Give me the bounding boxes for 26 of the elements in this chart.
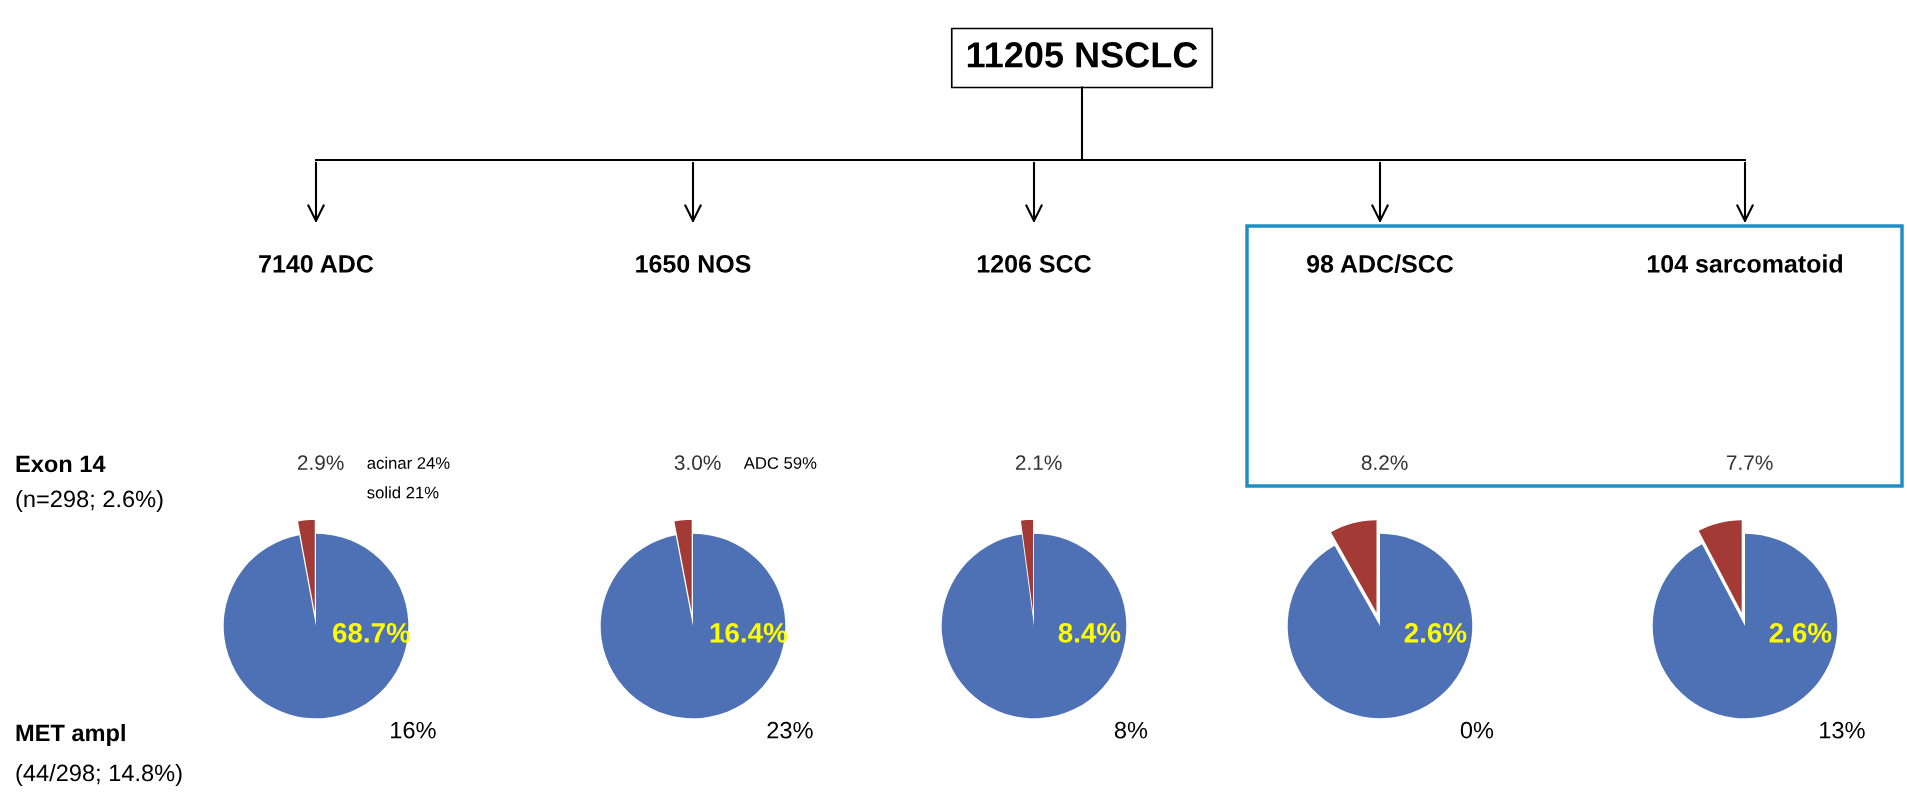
- data-label: 2.9%: [297, 455, 344, 471]
- text: 2.6%: [1769, 623, 1832, 643]
- text: 0%: [1460, 721, 1494, 739]
- text: 23%: [767, 721, 813, 739]
- text: MET ampl: [16, 723, 125, 746]
- text: solid 21%: [367, 486, 439, 499]
- text: Exon 14: [16, 455, 106, 473]
- text: (n=298; 2.6%): [16, 489, 163, 512]
- chart-title: 1650 NOS: [636, 255, 751, 273]
- data-label: 3.0%: [674, 455, 721, 471]
- text: 8.4%: [1058, 623, 1121, 643]
- chart-title: 104 sarcomatoid: [1647, 254, 1843, 273]
- text: 13%: [1820, 721, 1865, 739]
- data-label: 7.7%: [1726, 455, 1773, 470]
- text: 2.6%: [1404, 623, 1467, 643]
- text: (44/298; 14.8%): [16, 763, 182, 786]
- chart-title: 1206 SCC: [977, 255, 1091, 273]
- data-label: 2.1%: [1015, 455, 1062, 470]
- text: 11205 NSCLC: [967, 42, 1198, 68]
- chart-title: 98 ADC/SCC: [1307, 254, 1454, 273]
- data-label: 8.2%: [1361, 455, 1408, 471]
- text: acinar 24%: [367, 456, 450, 469]
- text: 8%: [1114, 721, 1148, 739]
- chart-title: 7140 ADC: [259, 255, 374, 273]
- text: 16%: [391, 721, 436, 739]
- text: ADC 59%: [743, 457, 817, 469]
